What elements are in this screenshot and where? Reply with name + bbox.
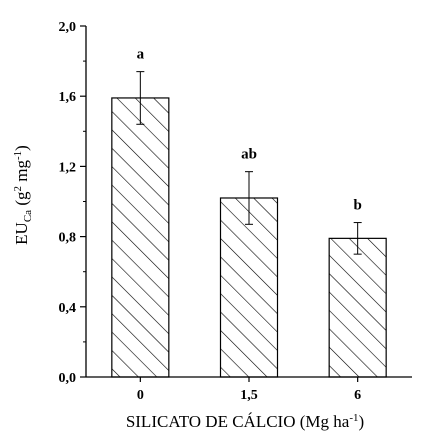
- significance-label-2: b: [353, 198, 361, 214]
- y-tick-label-4: 1,6: [59, 90, 77, 105]
- significance-label-1: ab: [241, 147, 257, 163]
- y-tick-label-3: 1,2: [59, 160, 77, 175]
- y-tick-label-5: 2,0: [59, 20, 77, 35]
- bar-1: [219, 197, 279, 378]
- x-ticks-group: 0 1,5 6: [137, 377, 361, 403]
- bars-group: [111, 97, 387, 378]
- significance-labels-group: a ab b: [137, 47, 362, 214]
- y-tick-label-1: 0,4: [59, 301, 77, 316]
- y-ticks-group: 0,0 0,4 0,8 1,2 1,6 2,0: [59, 20, 86, 386]
- y-tick-label-2: 0,8: [59, 231, 77, 246]
- bar-2: [328, 237, 387, 378]
- x-tick-label-1: 1,5: [240, 388, 258, 403]
- x-tick-label-2: 6: [354, 388, 361, 403]
- error-bar-2: [353, 222, 362, 255]
- x-axis-title: SILICATO DE CÁLCIO (Mg ha-1): [126, 412, 364, 431]
- significance-label-0: a: [137, 47, 145, 63]
- y-axis-title: EUCa (g2 mg-1): [12, 145, 34, 245]
- error-bar-1: [245, 171, 253, 225]
- y-tick-label-0: 0,0: [59, 371, 77, 386]
- error-bar-0: [136, 71, 145, 125]
- bar-0: [111, 97, 170, 378]
- error-bars-group: [136, 71, 362, 255]
- x-tick-label-0: 0: [137, 388, 144, 403]
